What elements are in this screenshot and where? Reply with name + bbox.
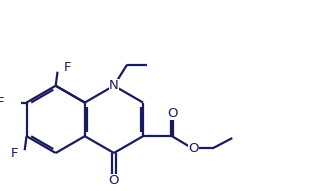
Text: O: O (109, 174, 119, 187)
Text: O: O (188, 142, 199, 155)
Text: F: F (11, 147, 18, 160)
Text: N: N (109, 79, 119, 92)
Text: F: F (0, 96, 5, 109)
Text: O: O (167, 107, 177, 120)
Text: F: F (64, 62, 71, 74)
